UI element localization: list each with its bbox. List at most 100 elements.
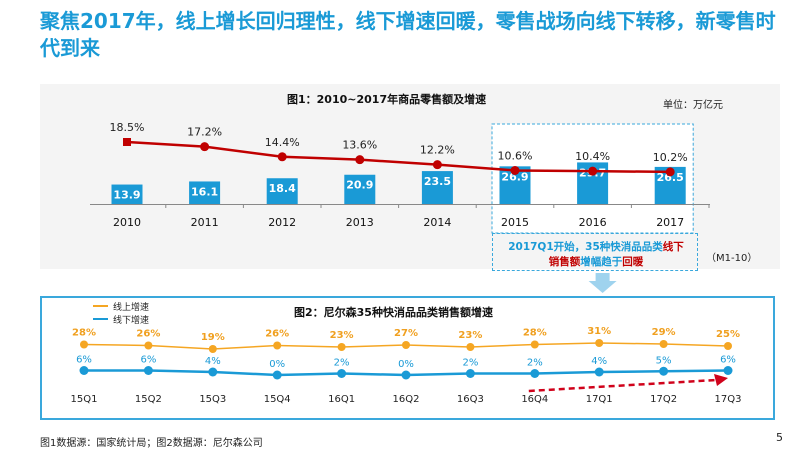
bar-2014 — [421, 171, 453, 204]
bar-label-2011: 16.1 — [191, 185, 218, 198]
callout-part1: 2017Q1开始，35种快消品品类 — [508, 241, 663, 253]
offline-label-15Q2: 6% — [140, 355, 156, 366]
x-tick-label-17Q3: 17Q3 — [715, 394, 742, 405]
page-number: 5 — [776, 431, 783, 444]
x-tick-label-2014: 2014 — [423, 216, 451, 229]
down-arrow-icon — [588, 273, 617, 293]
online-label-17Q1: 31% — [587, 326, 611, 337]
offline-point-15Q3 — [208, 367, 218, 377]
x-tick-label-16Q1: 16Q1 — [328, 394, 355, 405]
growth-label-2011: 17.2% — [187, 126, 222, 139]
offline-label-17Q2: 5% — [656, 355, 672, 366]
callout-part4: 增幅趋于 — [580, 256, 623, 268]
offline-point-15Q4 — [272, 370, 282, 380]
online-point-17Q1 — [595, 339, 604, 347]
offline-label-15Q4: 0% — [269, 359, 285, 370]
legend-online-label: 线上增速 — [113, 303, 150, 313]
x-tick-label-17Q1: 17Q1 — [586, 394, 613, 405]
online-point-16Q3 — [466, 343, 475, 351]
online-label-16Q4: 28% — [523, 328, 547, 339]
growth-label-2013: 13.6% — [342, 139, 377, 152]
x-tick-label-2012: 2012 — [268, 216, 296, 229]
online-label-17Q3: 25% — [716, 329, 740, 340]
bar-label-2015: 26.9 — [501, 170, 528, 183]
x-tick-label-16Q4: 16Q4 — [521, 394, 548, 405]
bar-2013 — [344, 174, 376, 204]
offline-point-17Q1 — [594, 367, 604, 377]
growth-line — [126, 140, 671, 174]
online-point-15Q4 — [273, 341, 282, 350]
online-point-17Q3 — [724, 342, 732, 350]
x-tick-label-2016: 2016 — [579, 216, 607, 229]
x-tick-label-2010: 2010 — [113, 216, 141, 229]
offline-point-16Q1 — [337, 369, 347, 378]
page-title: 聚焦2017年，线上增长回归理性，线下增速回暖，零售战场向线下转移，新零售时代到… — [40, 9, 776, 60]
growth-label-2016: 10.4% — [575, 150, 610, 163]
growth-point-2014 — [432, 160, 442, 170]
offline-point-15Q2 — [143, 366, 153, 375]
x-tick-label-15Q3: 15Q3 — [199, 394, 226, 405]
x-tick-label-17Q2: 17Q2 — [650, 394, 677, 405]
x-tick-label-15Q1: 15Q1 — [71, 394, 98, 405]
x-tick-label-16Q3: 16Q3 — [457, 394, 484, 405]
growth-label-2017: 10.2% — [653, 151, 688, 164]
online-point-15Q2 — [144, 341, 153, 350]
online-point-16Q1 — [337, 343, 346, 351]
x-tick-label-15Q2: 15Q2 — [135, 394, 162, 405]
offline-point-16Q2 — [401, 370, 411, 380]
offline-label-16Q1: 2% — [334, 358, 350, 369]
growth-label-2012: 14.4% — [265, 136, 300, 149]
offline-label-17Q1: 4% — [591, 356, 607, 367]
growth-point-2010 — [123, 138, 131, 146]
offline-label-15Q3: 4% — [205, 356, 221, 367]
x-tick-label-2017: 2017 — [656, 216, 684, 229]
bar-label-2012: 18.4 — [269, 182, 296, 195]
offline-label-17Q3: 6% — [720, 355, 736, 366]
online-label-17Q2: 29% — [652, 327, 676, 338]
trend-arrow-line — [528, 378, 717, 393]
growth-label-2010: 18.5% — [110, 121, 145, 134]
growth-point-2013 — [355, 155, 365, 165]
online-label-15Q3: 19% — [201, 332, 225, 343]
offline-label-16Q2: 0% — [398, 359, 414, 370]
online-point-15Q1 — [80, 340, 88, 349]
growth-point-2017 — [665, 167, 675, 177]
growth-point-2012 — [277, 152, 287, 162]
online-label-16Q1: 23% — [330, 330, 354, 341]
callout-box — [492, 233, 698, 271]
online-point-15Q3 — [208, 345, 217, 353]
bar-label-2014: 23.5 — [424, 175, 451, 188]
bar-2011 — [189, 181, 221, 204]
period-note: （M1-10） — [706, 253, 758, 264]
x-tick-label-2013: 2013 — [346, 216, 374, 229]
x-tick-label-2015: 2015 — [501, 216, 529, 229]
chart2-panel — [40, 296, 775, 420]
online-label-15Q1: 28% — [72, 328, 96, 339]
online-point-16Q2 — [402, 341, 410, 349]
bar-label-2017: 26.5 — [657, 171, 684, 184]
chart1-title: 图1：2010~2017年商品零售额及增速 — [287, 93, 487, 106]
offline-point-17Q2 — [659, 366, 669, 376]
offline-point-16Q3 — [465, 369, 475, 378]
online-label-16Q3: 23% — [458, 330, 482, 341]
growth-point-2016 — [588, 166, 598, 176]
callout-text: 2017Q1开始，35种快消品品类线下 销售额增幅趋于回暖 — [496, 240, 696, 270]
offline-label-15Q1: 6% — [76, 355, 92, 366]
bar-label-2010: 13.9 — [113, 189, 140, 202]
growth-label-2015: 10.6% — [498, 149, 533, 162]
offline-label-16Q3: 2% — [462, 358, 478, 369]
legend-offline-label: 线下增速 — [113, 316, 150, 326]
footer-source: 图1数据源：国家统计局；图2数据源：尼尔森公司 — [40, 438, 263, 449]
growth-point-2011 — [200, 142, 210, 152]
callout-part5: 回暖 — [622, 256, 644, 268]
bar-2010 — [111, 184, 143, 204]
offline-label-16Q4: 2% — [527, 358, 543, 369]
x-tick-label-15Q4: 15Q4 — [264, 394, 291, 405]
chart1-unit: 单位：万亿元 — [663, 100, 723, 111]
callout-part2: 线下 — [662, 241, 684, 253]
x-tick-label-2011: 2011 — [191, 216, 219, 229]
bar-label-2013: 20.9 — [346, 179, 373, 192]
offline-point-16Q4 — [530, 369, 540, 378]
